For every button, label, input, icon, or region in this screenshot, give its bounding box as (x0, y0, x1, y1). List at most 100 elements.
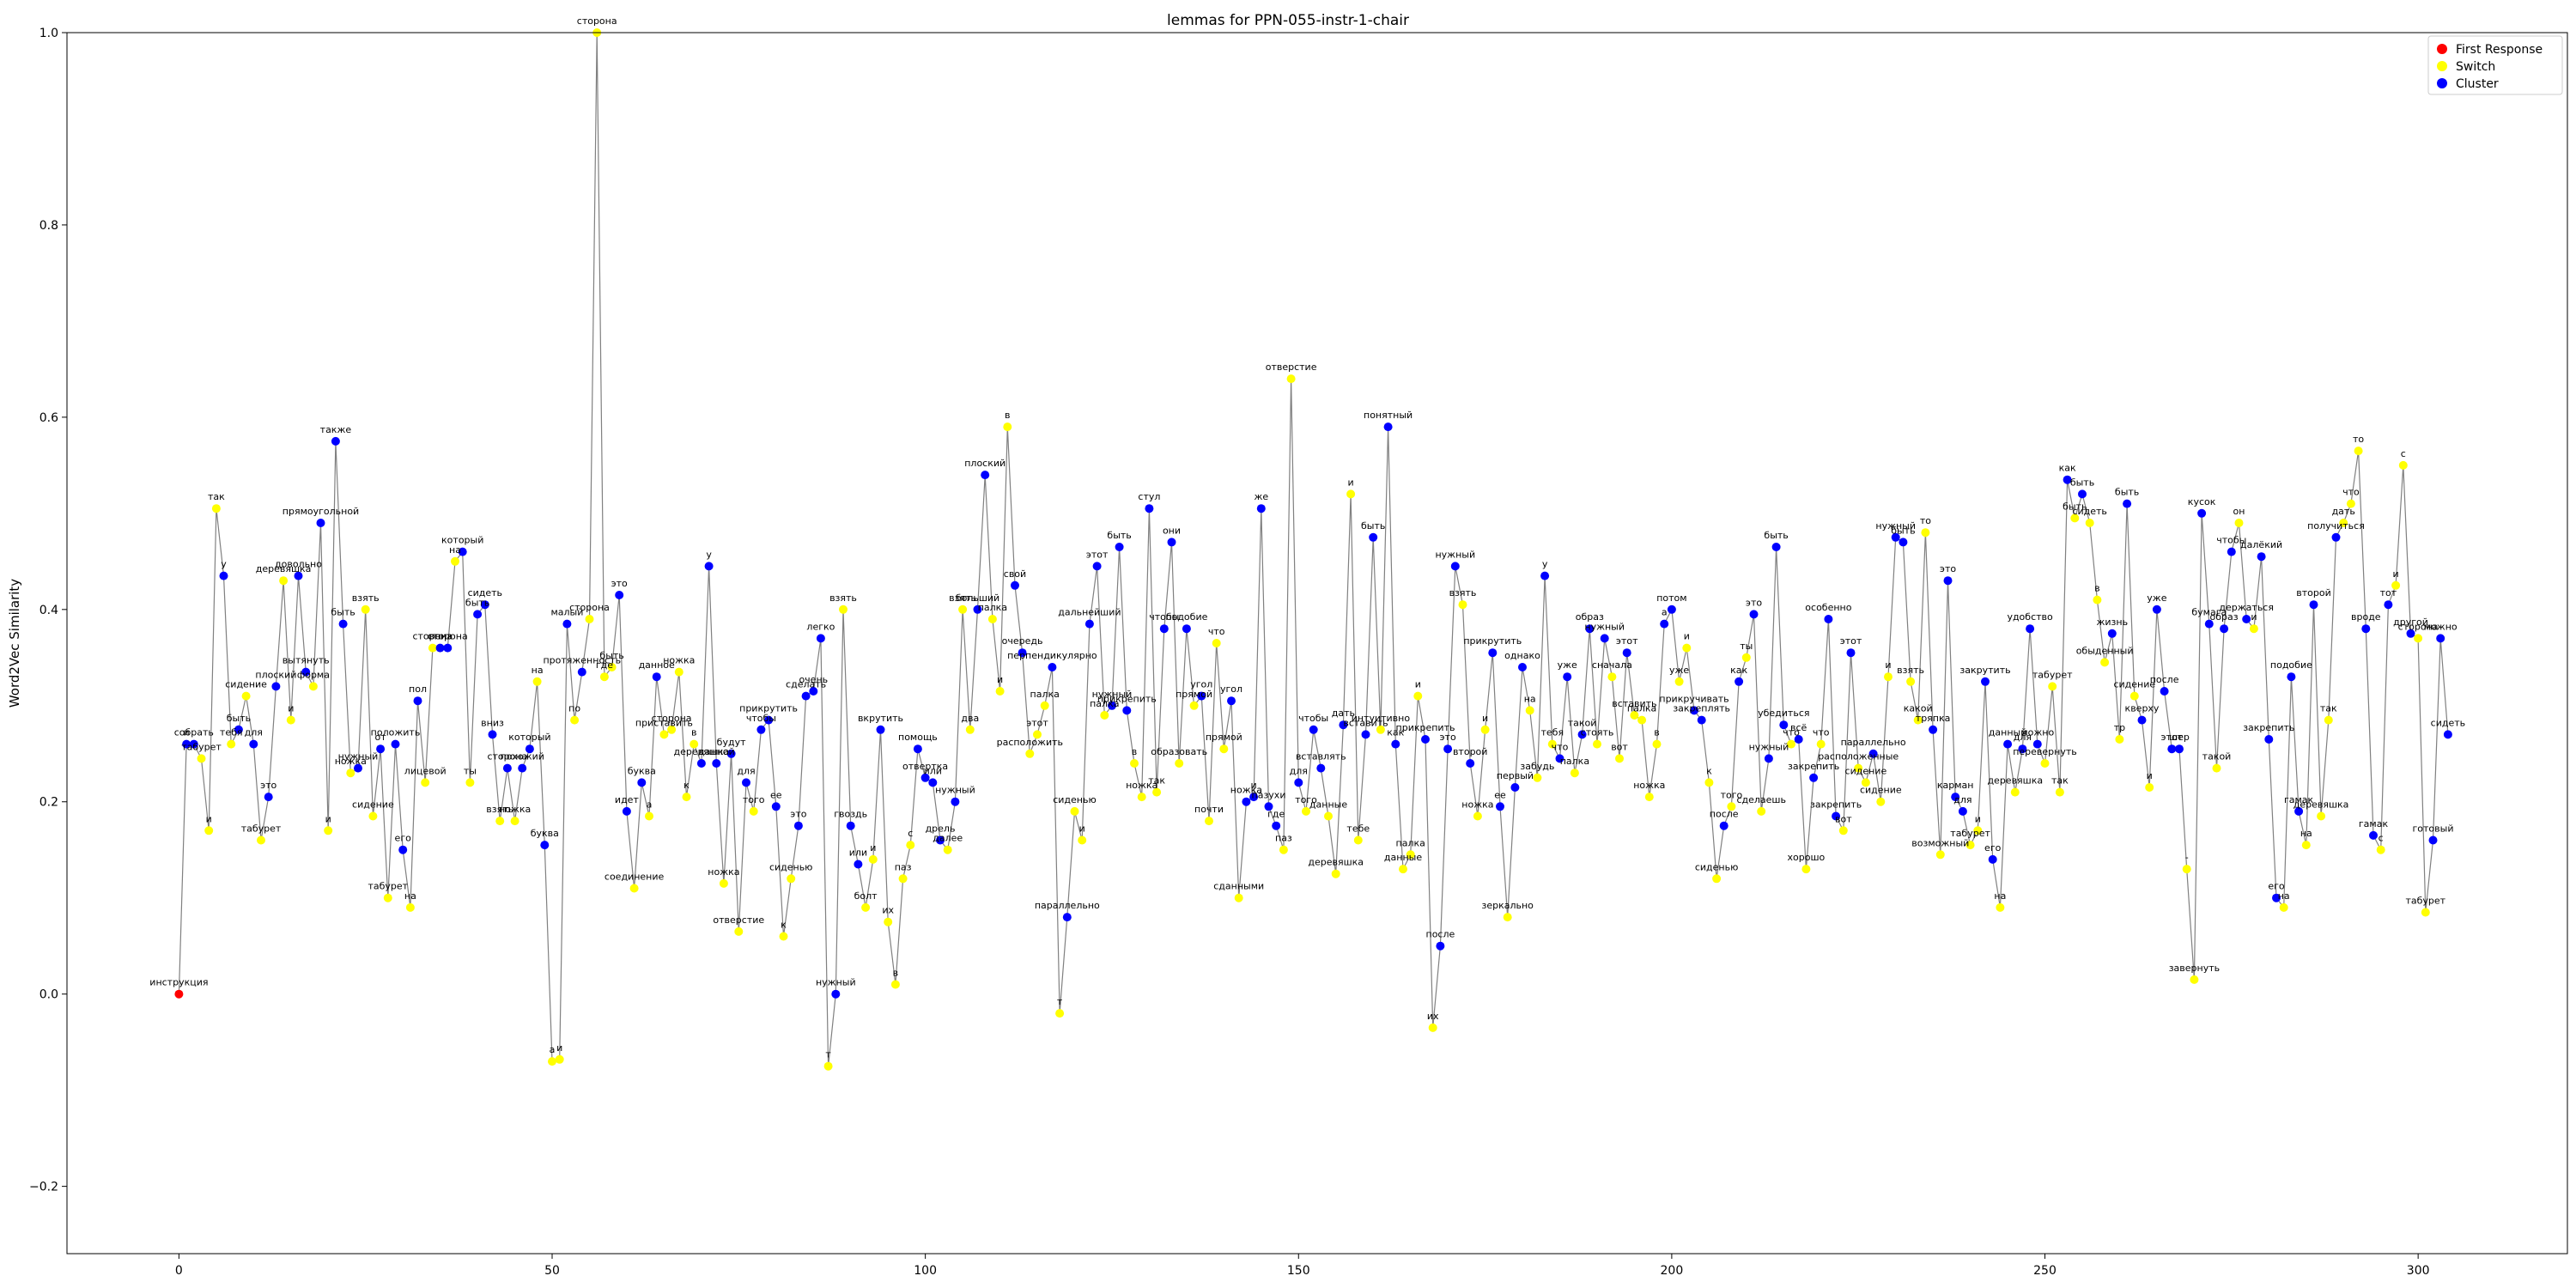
data-point-cluster (1227, 696, 1236, 706)
data-point-cluster (1084, 619, 1094, 629)
data-point-cluster (2287, 672, 2296, 682)
data-point-cluster (2167, 744, 2177, 754)
data-label: закрепить (2243, 722, 2294, 733)
data-point-cluster (443, 643, 453, 653)
data-label: подобие (2270, 659, 2312, 671)
data-label: сидение (225, 679, 267, 690)
data-point-switch (2414, 634, 2423, 643)
data-point-switch (286, 715, 295, 725)
data-point-cluster (1466, 759, 1475, 768)
data-point-cluster (1339, 720, 1348, 730)
data-label: плоский (255, 669, 296, 680)
data-label: к (683, 780, 690, 791)
data-point-cluster (1868, 749, 1878, 758)
data-label: инструкция (149, 977, 208, 988)
data-label: взять (1449, 587, 1477, 598)
data-point-switch (2040, 759, 2050, 768)
y-tick-label: 0.0 (39, 988, 58, 1002)
data-label: сиденью (769, 861, 813, 872)
data-point-cluster (182, 739, 191, 749)
data-label: их (1427, 1011, 1439, 1022)
data-point-cluster (458, 547, 467, 556)
data-point-switch (1593, 739, 1601, 749)
data-label: или (924, 765, 942, 776)
data-point-cluster (398, 845, 408, 854)
data-label: дрель (926, 823, 956, 835)
data-point-switch (1682, 643, 1692, 653)
data-label: он (2233, 506, 2245, 517)
series-polyline (178, 32, 2449, 1066)
data-point-switch (1525, 706, 1534, 715)
data-label: малый (550, 607, 583, 618)
data-point-first (174, 989, 184, 999)
data-point-switch (2279, 902, 2288, 912)
data-point-switch (1652, 739, 1662, 749)
data-label: положить (371, 727, 421, 738)
y-tick-label: 0.2 (39, 796, 58, 810)
x-tick-label: 0 (175, 1264, 183, 1278)
data-label: прикрепить (1396, 722, 1455, 733)
data-label: стоять (1581, 727, 1614, 738)
data-point-switch (428, 643, 437, 653)
data-label: вставить (1612, 698, 1656, 709)
data-point-cluster (2160, 687, 2169, 696)
data-label: что (1552, 741, 1569, 752)
data-point-cluster (1563, 672, 1572, 682)
data-point-cluster (1256, 504, 1266, 513)
data-point-switch (451, 556, 459, 566)
data-point-switch (1234, 893, 1243, 902)
data-point-cluster (704, 562, 714, 571)
chart-title: lemmas for PPN-055-instr-1-chair (1167, 12, 1409, 29)
data-point-cluster (816, 634, 825, 643)
data-point-switch (1458, 600, 1467, 610)
data-point-switch (2048, 682, 2057, 691)
data-point-switch (1399, 865, 1407, 874)
data-point-switch (2421, 908, 2430, 917)
data-point-cluster (488, 730, 497, 739)
data-label: того (1721, 789, 1743, 800)
data-point-cluster (271, 682, 281, 691)
data-label: форма (297, 669, 330, 680)
data-label: на (532, 665, 544, 676)
data-label: расположенные (1818, 751, 1899, 762)
data-label: сначала (1592, 659, 1632, 671)
data-point-cluster (1555, 754, 1564, 763)
data-point-switch (2100, 658, 2110, 667)
data-point-switch (1078, 835, 1087, 845)
data-point-switch (1884, 672, 1893, 682)
data-point-cluster (219, 571, 228, 580)
data-point-switch (1630, 711, 1639, 720)
data-label: для (737, 765, 755, 776)
data-label: данные (1384, 852, 1422, 863)
data-point-switch (532, 677, 542, 686)
data-label: в (691, 727, 696, 738)
data-label: нужный (338, 751, 379, 762)
y-tick-label: 0.4 (39, 604, 58, 617)
data-point-switch (734, 927, 744, 936)
data-label: палка (1396, 837, 1425, 848)
data-point-switch (1205, 817, 1213, 826)
plot-frame (66, 32, 2568, 1255)
data-point-switch (2249, 624, 2258, 634)
data-label: уже (1669, 665, 1689, 676)
data-label: быть (2070, 477, 2094, 488)
data-point-switch (943, 845, 952, 854)
data-point-switch (861, 902, 871, 912)
data-label: вниз (428, 631, 452, 642)
data-point-cluster (1450, 562, 1460, 571)
data-label: дальнейший (1058, 607, 1121, 618)
data-point-cluster (696, 759, 706, 768)
data-label: и (184, 727, 190, 738)
legend-marker-switch (2437, 61, 2447, 71)
data-point-switch (1965, 841, 1975, 850)
data-point-cluster (1510, 783, 1520, 792)
data-point-switch (1861, 778, 1870, 787)
data-point-cluster (1577, 730, 1587, 739)
data-point-switch (2346, 499, 2355, 508)
data-label: чтобы (2216, 535, 2246, 546)
data-point-switch (2145, 783, 2154, 792)
data-point-switch (906, 841, 915, 850)
data-point-cluster (1749, 610, 1759, 619)
data-label: палка (1627, 703, 1656, 714)
data-point-switch (2317, 811, 2326, 821)
